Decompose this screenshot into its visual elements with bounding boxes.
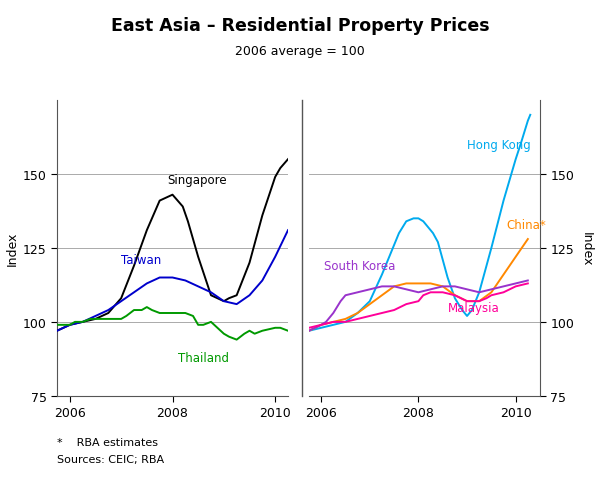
Text: Thailand: Thailand [178, 351, 229, 364]
Text: 2006 average = 100: 2006 average = 100 [235, 45, 365, 58]
Text: Sources: CEIC; RBA: Sources: CEIC; RBA [57, 454, 164, 464]
Text: *    RBA estimates: * RBA estimates [57, 437, 158, 447]
Text: Taiwan: Taiwan [121, 254, 161, 267]
Text: East Asia – Residential Property Prices: East Asia – Residential Property Prices [110, 17, 490, 36]
Text: Malaysia: Malaysia [448, 301, 499, 314]
Text: South Korea: South Korea [323, 260, 395, 273]
Text: China*: China* [506, 218, 546, 231]
Y-axis label: Index: Index [5, 231, 19, 265]
Y-axis label: Index: Index [580, 231, 593, 265]
Text: Hong Kong: Hong Kong [467, 139, 531, 152]
Text: Singapore: Singapore [167, 174, 227, 187]
